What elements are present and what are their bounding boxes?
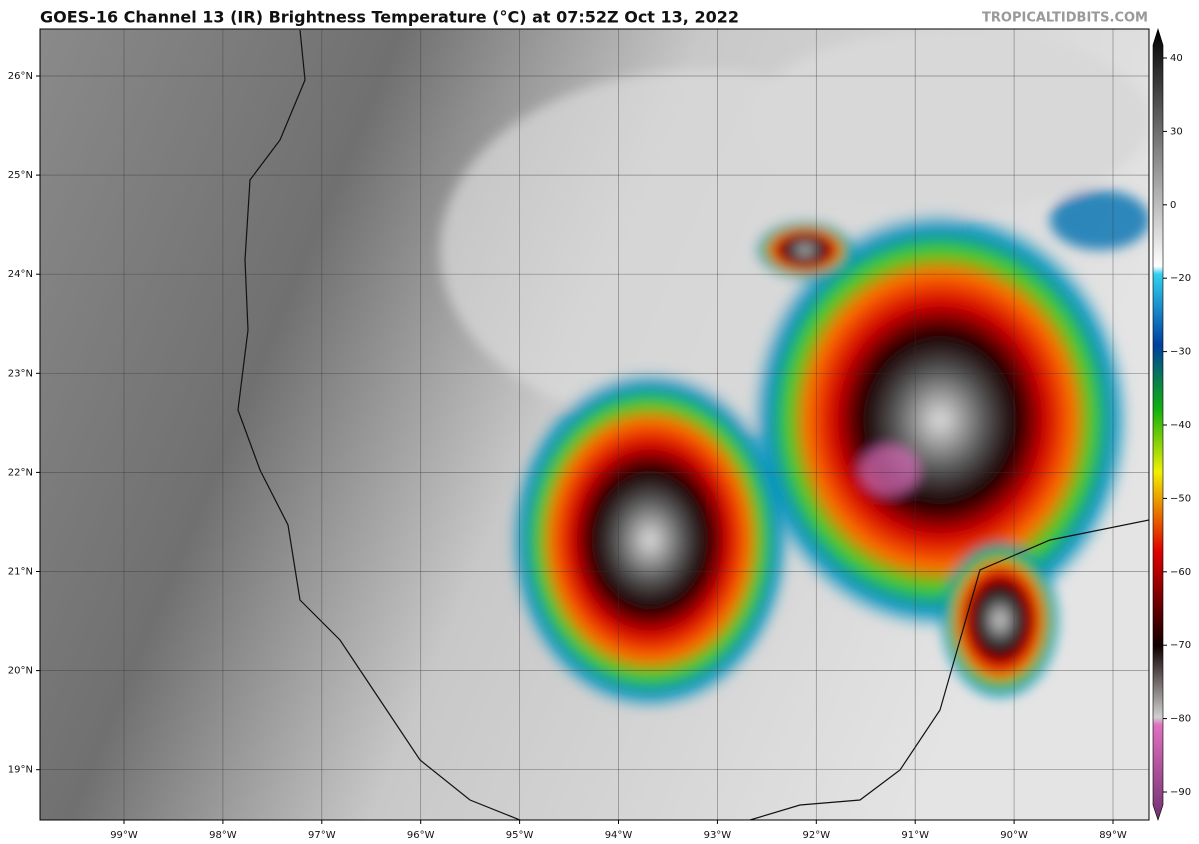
longitude-label: 97°W	[308, 830, 336, 841]
longitude-label: 93°W	[704, 830, 732, 841]
latitude-label: 25°N	[8, 170, 33, 181]
latitude-label: 19°N	[8, 765, 33, 776]
longitude-label: 96°W	[407, 830, 435, 841]
credit: TROPICALTIDBITS.COM	[982, 11, 1148, 26]
longitude-label: 90°W	[1000, 830, 1028, 841]
longitude-label: 99°W	[110, 830, 138, 841]
map-frame	[39, 28, 1150, 821]
colorbar-label: 0	[1170, 200, 1176, 211]
title: GOES-16 Channel 13 (IR) Brightness Tempe…	[40, 8, 739, 27]
longitude-label: 94°W	[605, 830, 633, 841]
longitude-label: 98°W	[209, 830, 237, 841]
colorbar-label: −80	[1170, 714, 1191, 725]
colorbar	[1152, 27, 1164, 821]
colorbar-label: 40	[1170, 53, 1183, 64]
colorbar-label: −50	[1170, 493, 1191, 504]
colorbar-label: −20	[1170, 273, 1191, 284]
longitude-label: 92°W	[802, 830, 830, 841]
latitude-label: 24°N	[8, 269, 33, 280]
latitude-label: 23°N	[8, 368, 33, 379]
colorbar-label: −90	[1170, 787, 1191, 798]
longitude-label: 95°W	[506, 830, 534, 841]
colorbar-label: 30	[1170, 126, 1183, 137]
latitude-label: 26°N	[8, 71, 33, 82]
latitude-label: 20°N	[8, 666, 33, 677]
colorbar-label: −60	[1170, 567, 1191, 578]
latitude-label: 22°N	[8, 467, 33, 478]
colorbar-label: −30	[1170, 347, 1191, 358]
satellite-image	[40, 29, 1149, 820]
colorbar-label: −70	[1170, 640, 1191, 651]
graticule	[40, 29, 1149, 820]
colorbar-label: −40	[1170, 420, 1191, 431]
longitude-label: 89°W	[1099, 830, 1127, 841]
latitude-label: 21°N	[8, 567, 33, 578]
longitude-label: 91°W	[901, 830, 929, 841]
